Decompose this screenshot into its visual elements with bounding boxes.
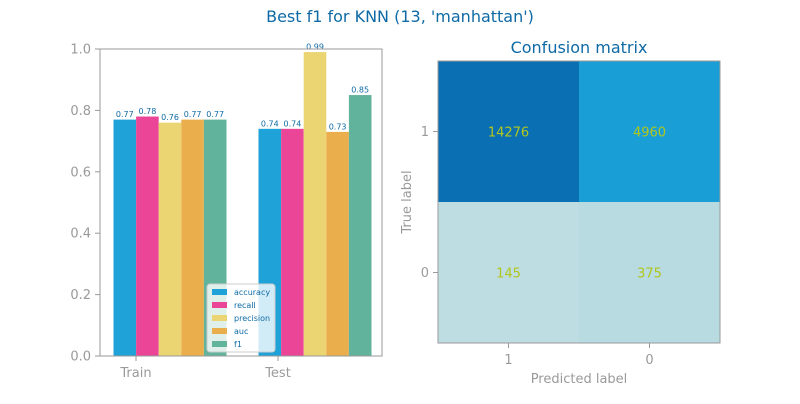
- bar-recall-train: [136, 116, 159, 356]
- bar-value-label: 0.74: [283, 119, 301, 128]
- bar-recall-test: [281, 128, 304, 356]
- legend-swatch-precision: [212, 315, 227, 321]
- bar-auc-test: [326, 131, 349, 356]
- legend-swatch-accuracy: [212, 289, 227, 295]
- bar-value-label: 0.77: [206, 110, 224, 119]
- legend-label: accuracy: [234, 288, 270, 297]
- bar-value-label: 0.77: [184, 110, 202, 119]
- figure-title: Best f1 for KNN (13, 'manhattan'): [266, 7, 534, 26]
- bar-precision-train: [158, 122, 182, 357]
- legend-swatch-auc: [212, 328, 227, 334]
- bar-chart-value-labels: 0.77 0.78 0.76 0.77 0.77 0.74 0.74 0.99 0.73 0.85: [116, 43, 369, 132]
- cm-cell: [438, 61, 579, 202]
- bar-precision-test: [303, 52, 327, 356]
- legend-label: recall: [234, 301, 256, 310]
- cm-cell-value: 145: [496, 267, 521, 282]
- confusion-matrix-title: Confusion matrix: [511, 38, 648, 57]
- bar-value-label: 0.74: [261, 119, 279, 128]
- bar-value-label: 0.77: [116, 110, 134, 119]
- cm-x-tick-label: 1: [504, 353, 512, 368]
- confusion-matrix-cells: 14276 4960 145 375: [438, 61, 720, 343]
- y-tick-label: 0.0: [70, 350, 91, 365]
- confusion-matrix-frame: [437, 60, 721, 344]
- confusion-matrix-x-label: Predicted label: [531, 372, 628, 387]
- y-tick-label: 0.2: [70, 288, 91, 303]
- y-tick-label: 1.0: [70, 43, 91, 58]
- cm-cell-value: 4960: [633, 126, 666, 141]
- legend-box: [206, 283, 276, 353]
- bar-chart-y-ticks: 0.0 0.2 0.4 0.6 0.8 1.0: [70, 43, 100, 365]
- y-tick-label: 0.6: [70, 165, 91, 180]
- bar-auc-train: [181, 119, 204, 356]
- cm-y-tick-label: 0: [421, 266, 429, 281]
- bar-f1-test: [348, 95, 372, 357]
- bar-value-label: 0.85: [351, 86, 369, 95]
- x-tick-label: Test: [264, 366, 291, 381]
- bar-chart: 0.00.20.40.60.81.0 0.77 0.780.76 0.77 0.770…: [70, 43, 383, 381]
- cm-x-tick-label: 0: [645, 353, 653, 368]
- legend-label: auc: [234, 327, 248, 336]
- legend-label: f1: [234, 340, 242, 349]
- confusion-matrix-ticks: 1 0 1 0: [421, 125, 654, 368]
- y-tick-label: 0.8: [70, 104, 91, 119]
- cm-cell: [579, 202, 720, 343]
- y-tick-label: 0.4: [70, 227, 91, 242]
- cm-cell-value: 14276: [488, 126, 529, 141]
- bar-value-label: 0.73: [329, 122, 347, 131]
- bar-accuracy-train: [113, 119, 137, 356]
- cm-cell-value: 375: [637, 267, 662, 282]
- legend-swatch-recall: [212, 302, 227, 308]
- cm-cell: [579, 61, 720, 202]
- legend-swatch-f1: [212, 341, 227, 347]
- bar-value-label: 0.78: [138, 107, 156, 116]
- cm-cell: [438, 202, 579, 343]
- confusion-matrix-y-label: True label: [400, 170, 415, 234]
- bar-chart-x-ticks: Train Test: [119, 356, 291, 381]
- legend-label: precision: [234, 314, 270, 323]
- bar-value-label: 0.99: [306, 43, 324, 52]
- bar-chart-legend: accuracy recall precision auc f1: [206, 283, 276, 353]
- cm-y-tick-label: 1: [421, 125, 429, 140]
- bar-value-label: 0.76: [161, 113, 179, 122]
- x-tick-label: Train: [119, 366, 151, 381]
- bar-chart-frame: [99, 48, 383, 357]
- confusion-matrix: Confusion matrix 14276 4960 145 375 1 0 1 0 Pr…: [400, 38, 721, 387]
